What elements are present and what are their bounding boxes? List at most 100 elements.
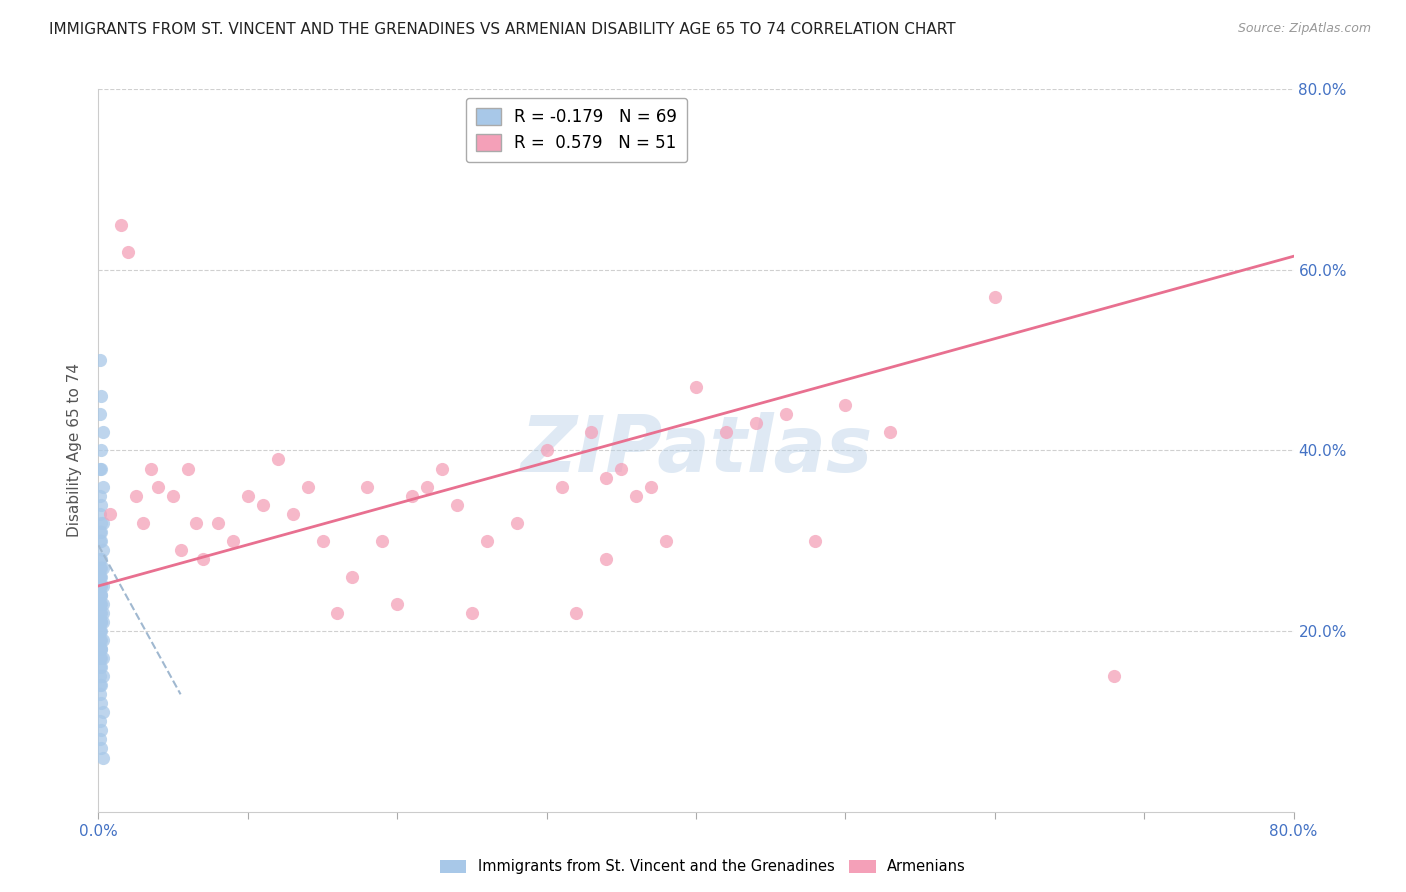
Point xyxy=(148,480,170,494)
Point xyxy=(745,417,768,431)
Point xyxy=(89,551,111,566)
Point xyxy=(89,633,111,648)
Point xyxy=(90,642,112,657)
Point xyxy=(565,606,588,620)
Point xyxy=(89,651,111,665)
Point xyxy=(162,489,184,503)
Point xyxy=(655,533,678,548)
Point xyxy=(89,461,111,475)
Point xyxy=(714,425,737,440)
Point xyxy=(311,533,333,548)
Point xyxy=(90,651,112,665)
Point xyxy=(89,533,111,548)
Point xyxy=(91,633,114,648)
Point xyxy=(90,443,112,458)
Point xyxy=(90,615,112,629)
Point xyxy=(89,714,111,729)
Point xyxy=(342,570,364,584)
Point xyxy=(90,516,112,530)
Point xyxy=(169,542,191,557)
Point xyxy=(236,489,259,503)
Point xyxy=(89,624,111,639)
Point xyxy=(90,561,112,575)
Point xyxy=(252,498,274,512)
Point xyxy=(125,489,148,503)
Point xyxy=(184,516,207,530)
Point xyxy=(117,244,139,259)
Point xyxy=(326,606,349,620)
Point xyxy=(879,425,901,440)
Point xyxy=(191,551,214,566)
Point xyxy=(89,606,111,620)
Point xyxy=(685,380,707,394)
Point xyxy=(430,461,453,475)
Point xyxy=(401,489,423,503)
Point xyxy=(550,480,572,494)
Point xyxy=(90,570,112,584)
Point xyxy=(89,570,111,584)
Point xyxy=(132,516,155,530)
Point xyxy=(90,633,112,648)
Point xyxy=(90,624,112,639)
Point xyxy=(506,516,529,530)
Point xyxy=(89,570,111,584)
Point xyxy=(89,588,111,602)
Point xyxy=(91,669,114,683)
Point xyxy=(90,606,112,620)
Legend: R = -0.179   N = 69, R =  0.579   N = 51: R = -0.179 N = 69, R = 0.579 N = 51 xyxy=(465,97,688,162)
Point xyxy=(1104,669,1126,683)
Point xyxy=(91,425,114,440)
Point xyxy=(90,524,112,539)
Point xyxy=(595,470,617,484)
Point xyxy=(90,389,112,403)
Point xyxy=(89,597,111,611)
Point xyxy=(89,507,111,521)
Text: IMMIGRANTS FROM ST. VINCENT AND THE GRENADINES VS ARMENIAN DISABILITY AGE 65 TO : IMMIGRANTS FROM ST. VINCENT AND THE GREN… xyxy=(49,22,956,37)
Point xyxy=(90,461,112,475)
Point xyxy=(356,480,378,494)
Y-axis label: Disability Age 65 to 74: Disability Age 65 to 74 xyxy=(66,363,82,538)
Point xyxy=(90,741,112,756)
Point xyxy=(222,533,245,548)
Point xyxy=(89,407,111,422)
Point xyxy=(91,480,114,494)
Point xyxy=(98,507,122,521)
Point xyxy=(90,697,112,711)
Point xyxy=(626,489,648,503)
Point xyxy=(90,642,112,657)
Point xyxy=(581,425,603,440)
Point xyxy=(984,290,1007,304)
Point xyxy=(91,651,114,665)
Point xyxy=(90,579,112,593)
Point xyxy=(91,597,114,611)
Point xyxy=(89,524,111,539)
Point xyxy=(595,551,617,566)
Point xyxy=(267,452,290,467)
Point xyxy=(640,480,662,494)
Point xyxy=(90,660,112,674)
Point xyxy=(610,461,633,475)
Point xyxy=(475,533,498,548)
Point xyxy=(416,480,439,494)
Point xyxy=(91,516,114,530)
Point xyxy=(91,579,114,593)
Point xyxy=(91,561,114,575)
Point xyxy=(281,507,304,521)
Point xyxy=(91,615,114,629)
Point xyxy=(91,706,114,720)
Text: ZIPatlas: ZIPatlas xyxy=(520,412,872,489)
Point xyxy=(90,615,112,629)
Point xyxy=(110,218,132,232)
Point xyxy=(89,353,111,368)
Point xyxy=(834,398,856,412)
Point xyxy=(89,489,111,503)
Point xyxy=(177,461,200,475)
Point xyxy=(90,533,112,548)
Point xyxy=(90,551,112,566)
Point xyxy=(91,750,114,764)
Point xyxy=(91,606,114,620)
Point xyxy=(297,480,319,494)
Point xyxy=(89,624,111,639)
Point xyxy=(90,678,112,692)
Point xyxy=(89,678,111,692)
